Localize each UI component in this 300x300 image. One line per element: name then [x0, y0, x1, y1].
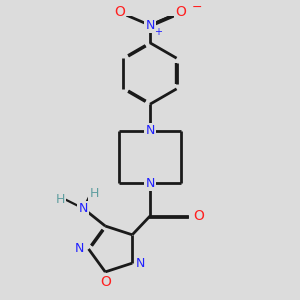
Text: H: H: [56, 193, 65, 206]
Text: N: N: [75, 242, 85, 256]
Text: N: N: [145, 19, 155, 32]
Text: O: O: [114, 5, 125, 19]
Text: H: H: [90, 187, 99, 200]
Text: +: +: [154, 27, 162, 37]
Text: O: O: [100, 274, 111, 289]
Text: N: N: [135, 257, 145, 270]
Text: O: O: [175, 5, 186, 19]
Text: O: O: [193, 209, 204, 223]
Text: −: −: [192, 1, 202, 14]
Text: N: N: [145, 177, 155, 190]
Text: N: N: [145, 124, 155, 137]
Text: N: N: [79, 202, 88, 215]
